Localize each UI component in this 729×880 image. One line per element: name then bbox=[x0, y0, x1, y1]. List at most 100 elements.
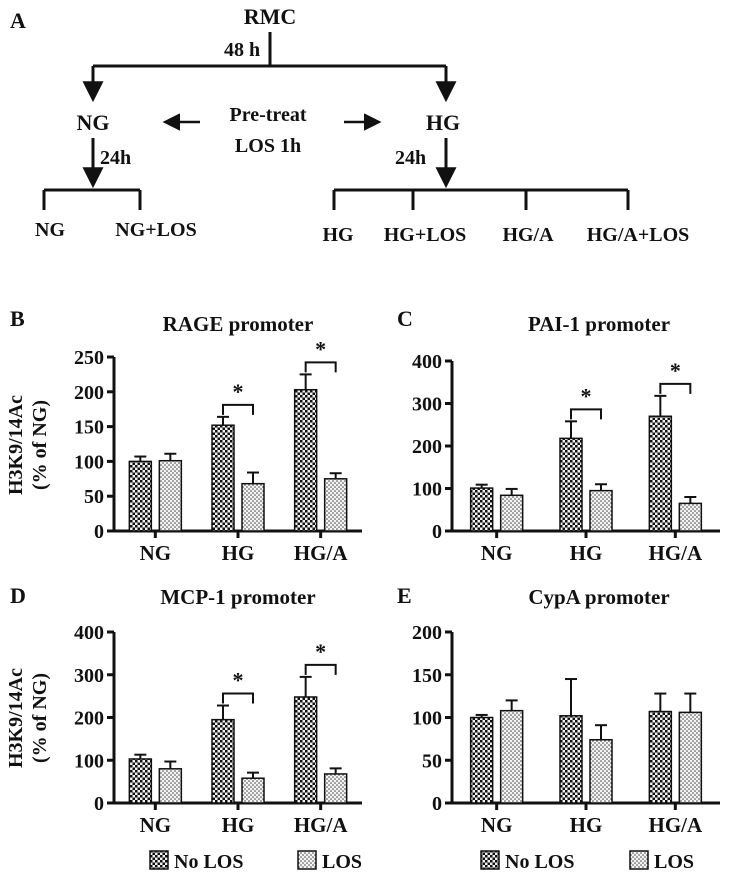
x-tick-label-d: HG/A bbox=[294, 813, 349, 837]
y-tick-label-d: 100 bbox=[74, 750, 104, 772]
y-tick-label-c: 200 bbox=[412, 436, 442, 458]
bar-d-hg-no-los bbox=[211, 718, 235, 804]
legend-right: No LOS LOS bbox=[480, 850, 694, 873]
legend-label-los-2: LOS bbox=[654, 851, 694, 873]
flow-leaf-ng-los: NG+LOS bbox=[115, 219, 196, 241]
significance-bracket-b bbox=[304, 361, 337, 373]
x-tick-label-d: HG bbox=[222, 813, 255, 837]
flow-leaf-hg-los: HG+LOS bbox=[384, 224, 467, 246]
chart-panel-d: D MCP-1 promoter H3K9/14Ac (% of NG) 0 100 200… bbox=[5, 583, 362, 837]
y-tick-label-c: 100 bbox=[412, 479, 442, 501]
legend-label-no-los: No LOS bbox=[174, 851, 243, 873]
panel-letter-a: A bbox=[10, 8, 26, 33]
y-tick-label-b: 50 bbox=[84, 486, 104, 508]
y-tick-label-d: 300 bbox=[74, 665, 104, 687]
panel-a-flow: A RMC 48 h NG HG Pre-treat LOS 1h 24h 24… bbox=[10, 4, 689, 246]
x-tick-label-c: HG/A bbox=[648, 541, 703, 565]
bar-b-hg-no-los bbox=[211, 424, 235, 532]
x-tick-label-c: HG bbox=[570, 541, 603, 565]
significance-star-d: * bbox=[233, 668, 244, 693]
bar-c-hg-los bbox=[589, 489, 613, 532]
legend-swatch-no-los bbox=[149, 850, 169, 870]
y-tick-label-b: 0 bbox=[94, 521, 104, 543]
flow-leaf-ng: NG bbox=[35, 219, 65, 241]
y-axis-label-b: H3K9/14Ac bbox=[5, 395, 27, 495]
legend-swatch-no-los-2 bbox=[480, 850, 500, 870]
y-tick-label-b: 250 bbox=[74, 347, 104, 369]
y-tick-label-d: 0 bbox=[94, 793, 104, 815]
y-axis-unit-b: (% of NG) bbox=[29, 400, 51, 490]
flow-pretreat-line1: Pre-treat bbox=[230, 104, 307, 126]
chart-title-d: MCP-1 promoter bbox=[160, 585, 315, 609]
bar-b-hga-no-los bbox=[293, 388, 318, 532]
flow-leaf-hg-a: HG/A bbox=[502, 224, 554, 246]
chart-panel-c: C PAI-1 promoter 0 100 200 300 400 NG HG * HG/A * bbox=[397, 306, 720, 565]
y-tick-label-e: 50 bbox=[422, 750, 442, 772]
flow-leaf-hg: HG bbox=[322, 224, 354, 246]
flow-right-time: 24h bbox=[395, 147, 426, 169]
bar-c-hg-no-los bbox=[559, 437, 583, 532]
significance-bracket-b bbox=[222, 403, 254, 415]
x-tick-label-e: HG/A bbox=[648, 813, 703, 837]
bar-d-hga-los bbox=[323, 773, 348, 804]
y-axis-label-d: H3K9/14Ac bbox=[5, 668, 27, 768]
bar-d-ng-no-los bbox=[128, 758, 153, 804]
bar-b-hga-los bbox=[323, 478, 348, 532]
x-tick-label-e: HG bbox=[570, 813, 603, 837]
y-tick-label-e: 100 bbox=[412, 708, 442, 730]
flow-pretreat-line2: LOS 1h bbox=[235, 135, 301, 157]
significance-star-b: * bbox=[233, 379, 244, 404]
chart-title-b: RAGE promoter bbox=[163, 312, 314, 336]
bar-e-hg-no-los bbox=[559, 715, 583, 804]
y-tick-label-e: 200 bbox=[412, 622, 442, 644]
y-tick-label-e: 0 bbox=[432, 793, 442, 815]
bar-b-ng-no-los bbox=[128, 460, 153, 532]
bar-e-hg-los bbox=[589, 738, 613, 804]
flow-root-label: RMC bbox=[244, 4, 297, 29]
legend-swatch-los bbox=[297, 850, 317, 870]
x-tick-label-b: HG bbox=[222, 541, 255, 565]
bar-c-ng-los bbox=[499, 494, 524, 532]
flow-left-time: 24h bbox=[100, 147, 131, 169]
chart-title-c: PAI-1 promoter bbox=[528, 312, 670, 336]
flow-leaf-hg-a-los: HG/A+LOS bbox=[587, 224, 690, 246]
y-axis-unit-d: (% of NG) bbox=[29, 673, 51, 763]
bar-c-hga-no-los bbox=[648, 415, 673, 532]
panel-letter-e: E bbox=[397, 583, 412, 608]
flow-node-hg: HG bbox=[426, 110, 460, 135]
legend-left: No LOS LOS bbox=[149, 850, 362, 873]
bar-d-hga-no-los bbox=[293, 696, 318, 804]
significance-bracket-c bbox=[659, 382, 692, 394]
y-tick-label-b: 200 bbox=[74, 382, 104, 404]
significance-bracket-c bbox=[570, 408, 602, 420]
flow-root-time: 48 h bbox=[224, 39, 260, 61]
bar-e-hga-los bbox=[678, 711, 703, 804]
panel-letter-c: C bbox=[397, 306, 413, 331]
x-tick-label-d: NG bbox=[140, 813, 172, 837]
y-tick-label-c: 0 bbox=[432, 521, 442, 543]
bar-b-ng-los bbox=[158, 459, 183, 532]
x-tick-label-e: NG bbox=[481, 813, 513, 837]
bar-d-ng-los bbox=[158, 768, 183, 804]
x-tick-label-b: HG/A bbox=[294, 541, 349, 565]
bar-e-ng-no-los bbox=[469, 716, 494, 804]
significance-bracket-d bbox=[222, 692, 254, 704]
legend-label-no-los-2: No LOS bbox=[505, 851, 574, 873]
bar-d-hg-los bbox=[241, 777, 265, 804]
bar-c-hga-los bbox=[678, 502, 703, 532]
legend-swatch-los-2 bbox=[629, 850, 649, 870]
x-tick-label-b: NG bbox=[140, 541, 172, 565]
y-tick-label-c: 400 bbox=[412, 351, 442, 373]
bar-c-ng-no-los bbox=[469, 487, 494, 532]
bar-e-ng-los bbox=[499, 709, 524, 804]
y-tick-label-d: 400 bbox=[74, 622, 104, 644]
y-tick-label-b: 100 bbox=[74, 451, 104, 473]
chart-panel-e: E CypA promoter 0 50 100 150 200 NG HG HG/A bbox=[397, 583, 720, 837]
significance-star-b: * bbox=[315, 336, 326, 361]
y-tick-label-d: 200 bbox=[74, 708, 104, 730]
bar-e-hga-no-los bbox=[648, 710, 673, 804]
flow-node-ng: NG bbox=[77, 110, 110, 135]
y-tick-label-e: 150 bbox=[412, 665, 442, 687]
